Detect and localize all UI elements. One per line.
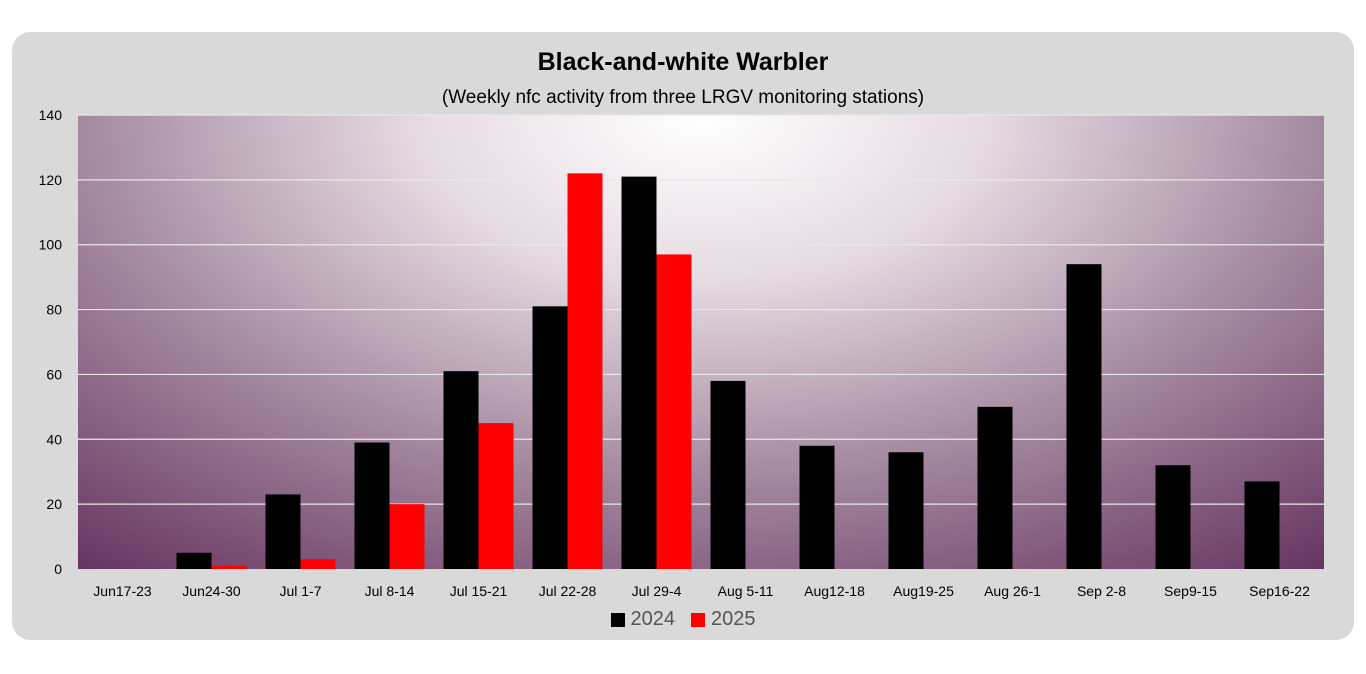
- legend-swatch: [610, 612, 625, 627]
- x-tick-label: Jul 8-14: [365, 583, 415, 599]
- x-tick-label: Aug 26-1: [984, 583, 1041, 599]
- x-tick-label: Jul 22-28: [539, 583, 597, 599]
- x-tick-label: Sep16-22: [1249, 583, 1310, 599]
- bar-2025-2: [300, 559, 336, 569]
- x-axis: Jun17-23 Jun24-30 Jul 1-7 Jul 8-14 Jul 15-21…: [93, 583, 1310, 599]
- x-tick-label: Aug 5-11: [718, 583, 774, 599]
- bar-2025-1: [211, 565, 247, 569]
- y-tick-label: 120: [39, 172, 63, 188]
- bar-2024-1: [176, 552, 212, 569]
- bar-2024-2: [265, 494, 301, 569]
- legend-item-2024: 2024: [610, 608, 676, 631]
- bar-2024-9: [888, 452, 924, 569]
- y-tick-label: 140: [39, 107, 63, 123]
- y-tick-label: 40: [46, 431, 62, 447]
- x-tick-label: Sep9-15: [1164, 583, 1217, 599]
- legend-label: 2025: [711, 608, 756, 630]
- bar-2024-8: [799, 445, 835, 569]
- plot-area: [78, 115, 1324, 569]
- bar-2024-12: [1155, 465, 1191, 569]
- x-tick-label: Jul 1-7: [279, 583, 321, 599]
- y-tick-label: 20: [46, 496, 62, 512]
- bar-2025-6: [656, 254, 692, 569]
- x-tick-label: Sep 2-8: [1077, 583, 1126, 599]
- legend: 2024 2025: [0, 608, 1366, 631]
- bar-2024-7: [710, 380, 746, 569]
- bar-2024-6: [621, 176, 657, 569]
- legend-swatch: [691, 612, 705, 627]
- grid-lines: [78, 114, 1324, 505]
- bar-2025-5: [567, 173, 603, 569]
- bar-2025-3: [389, 504, 425, 569]
- y-tick-label: 0: [54, 561, 62, 577]
- x-tick-label: Jun17-23: [93, 583, 152, 599]
- bar-2024-4: [443, 371, 479, 569]
- bar-2025-4: [478, 423, 514, 569]
- bar-2024-13: [1244, 481, 1280, 569]
- bar-2024-5: [532, 306, 568, 569]
- chart-title: Black-and-white Warbler: [537, 48, 829, 76]
- y-tick-label: 100: [39, 237, 63, 253]
- chart-subtitle: (Weekly nfc activity from three LRGV mon…: [441, 87, 925, 108]
- bar-2024-11: [1066, 264, 1102, 569]
- legend-item-2025: 2025: [691, 608, 756, 631]
- y-tick-label: 60: [46, 366, 62, 382]
- x-tick-label: Aug12-18: [804, 583, 865, 599]
- bar-2024-10: [977, 406, 1013, 569]
- x-tick-label: Jul 15-21: [450, 583, 508, 599]
- bar-2024-3: [354, 442, 390, 569]
- bars: [176, 173, 1280, 569]
- x-tick-label: Jul 29-4: [632, 583, 682, 599]
- x-tick-label: Aug19-25: [893, 583, 954, 599]
- y-tick-label: 80: [46, 302, 62, 318]
- y-axis: 0 20 40 60 80 100 120 140: [39, 107, 63, 577]
- x-tick-label: Jun24-30: [182, 583, 241, 599]
- legend-label: 2024: [630, 608, 676, 630]
